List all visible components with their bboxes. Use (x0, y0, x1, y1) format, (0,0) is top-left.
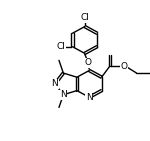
Text: Cl: Cl (80, 13, 89, 22)
Text: O: O (84, 58, 91, 67)
Text: O: O (120, 62, 128, 71)
Text: N: N (60, 90, 67, 99)
Text: Cl: Cl (57, 42, 66, 51)
Text: N: N (86, 93, 93, 102)
Text: N: N (52, 79, 58, 88)
